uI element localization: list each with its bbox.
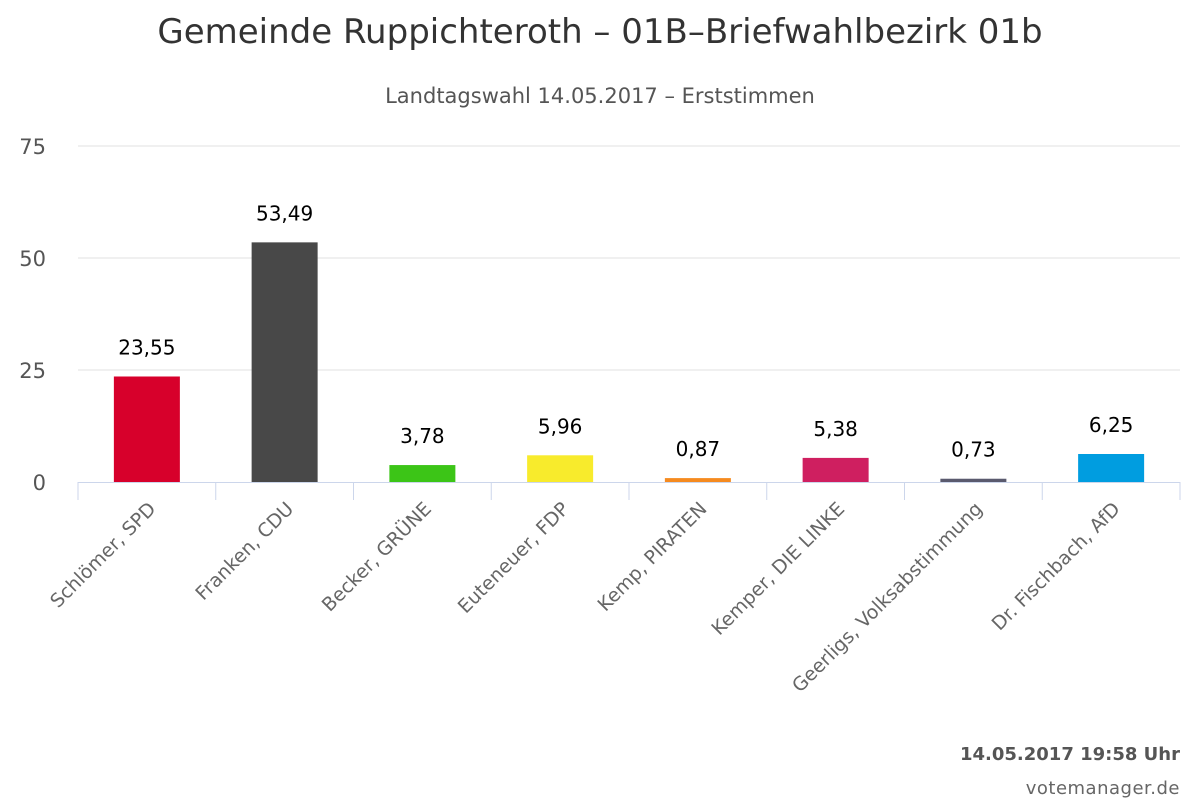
x-tick-label: Kemp, PIRATEN: [594, 498, 712, 616]
y-axis-tick-labels: 0 25 50 75: [19, 135, 46, 495]
data-label: 6,25: [1089, 413, 1134, 437]
data-label: 53,49: [256, 201, 313, 225]
bar[interactable]: [940, 478, 1007, 482]
data-labels: 23,55 53,49 3,78 5,96 0,87 5,38 0,73 6,25: [118, 201, 1133, 461]
data-label: 3,78: [400, 424, 445, 448]
x-axis: [77, 482, 1181, 500]
x-tick-label: Schlömer, SPD: [46, 498, 160, 612]
bar[interactable]: [802, 457, 869, 482]
gridlines: [78, 145, 1180, 371]
x-tick-label: Becker, GRÜNE: [317, 497, 436, 616]
x-axis-tick-labels: Schlömer, SPD Franken, CDU Becker, GRÜNE Eu…: [46, 497, 1125, 697]
bar[interactable]: [389, 465, 456, 482]
footer-timestamp: 14.05.2017 19:58 Uhr: [959, 744, 1180, 765]
bar[interactable]: [251, 242, 318, 482]
bars: [113, 242, 1145, 482]
footer-credit[interactable]: votemanager.de: [1025, 778, 1180, 799]
data-label: 5,38: [813, 417, 858, 441]
data-label: 0,73: [951, 438, 996, 462]
x-tick-label: Dr. Fischbach, AfD: [988, 498, 1125, 635]
x-tick-label: Kemper, DIE LINKE: [707, 498, 849, 640]
y-tick-label: 50: [19, 247, 46, 271]
data-label: 23,55: [118, 335, 175, 359]
y-tick-label: 25: [19, 359, 46, 383]
chart-title: Gemeinde Ruppichteroth – 01B–Briefwahlbe…: [157, 12, 1043, 52]
bar[interactable]: [113, 376, 180, 482]
x-tick-label: Euteneuer, FDP: [454, 498, 574, 618]
bar[interactable]: [664, 478, 731, 482]
x-tick-label: Franken, CDU: [191, 498, 298, 605]
bar[interactable]: [1078, 454, 1145, 482]
chart-subtitle: Landtagswahl 14.05.2017 – Erststimmen: [385, 84, 815, 108]
y-tick-label: 75: [19, 135, 46, 159]
data-label: 5,96: [538, 414, 583, 438]
data-label: 0,87: [676, 437, 721, 461]
bar[interactable]: [527, 455, 594, 482]
y-tick-label: 0: [33, 471, 46, 495]
